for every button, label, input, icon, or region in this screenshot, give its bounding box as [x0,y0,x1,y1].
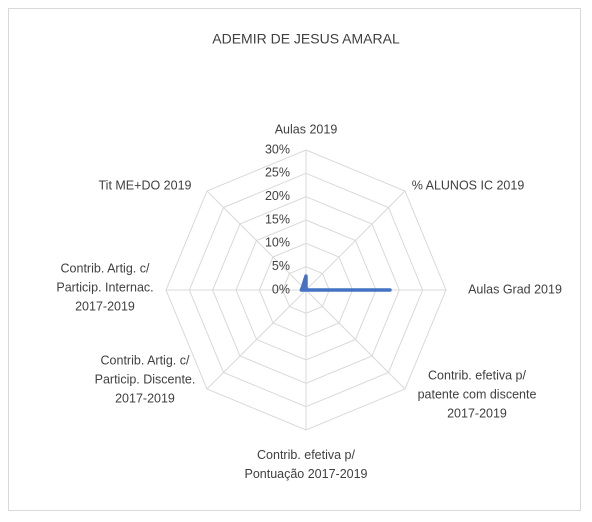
category-label: Contrib. efetiva p/ Pontuação 2017-2019 [244,448,368,481]
spoke [305,190,406,291]
category-label: Aulas Grad 2019 [468,282,562,297]
spoke [305,289,406,390]
y-tick-label: 0% [272,282,290,296]
category-label: Contrib. efetiva p/ patente com discente… [417,368,537,421]
category-label: Aulas 2019 [274,122,338,137]
y-tick-label: 10% [265,236,290,250]
spoke [206,289,307,390]
spoke [206,190,307,291]
y-tick-label: 5% [272,259,290,273]
series-line [299,274,392,292]
chart-frame [8,8,581,511]
y-tick-label: 15% [265,212,290,226]
y-tick-label: 25% [265,166,290,180]
y-tick-label: 20% [265,189,290,203]
category-label: Contrib. Artig. c/ Particip. Internac. 2… [56,261,154,314]
chart-title: ADEMIR DE JESUS AMARAL [212,31,400,47]
y-tick-label: 30% [265,142,290,156]
category-label: Tit ME+DO 2019 [98,178,192,193]
category-label: % ALUNOS IC 2019 [411,178,525,193]
category-label: Contrib. Artig. c/ Particip. Discente. 2… [94,353,196,406]
